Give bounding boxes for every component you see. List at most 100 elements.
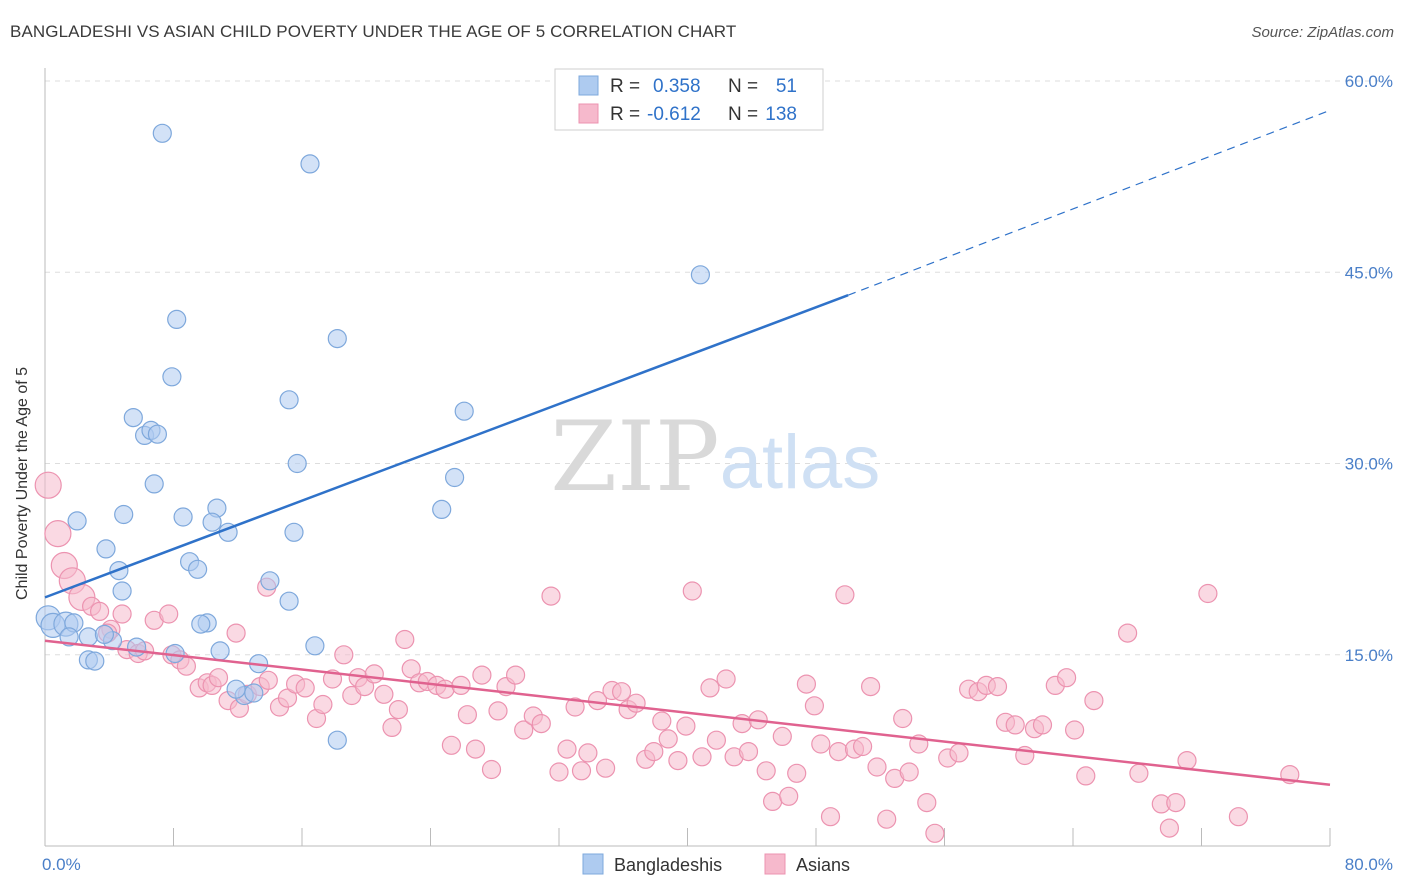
asian-point-71 [611, 682, 632, 702]
asian-point-92 [779, 786, 799, 806]
asian-point-134 [1228, 807, 1249, 827]
asian-point-107 [899, 762, 919, 782]
bangladeshis-trendline [44, 294, 849, 599]
asian-point-79 [676, 716, 696, 736]
legend-box: R = 0.358 N = 51 R = -0.612 N = 138 [554, 68, 824, 131]
asian-point-41 [374, 684, 394, 704]
asian-point-124 [1064, 720, 1085, 740]
asian-point-13 [226, 623, 246, 643]
asian-point-128 [1129, 763, 1149, 783]
asian-point-87 [738, 741, 759, 762]
asian-point-7 [112, 604, 132, 624]
bottom-legend: Bangladeshis Asians [582, 853, 850, 875]
bangladeshi-point-7 [454, 401, 474, 421]
asian-point-44 [395, 629, 415, 650]
asian-point-28 [258, 670, 278, 690]
bangladeshi-point-15 [432, 499, 452, 519]
watermark-atlas: atlas [720, 420, 881, 505]
asian-point-127 [1117, 623, 1138, 643]
asian-point-69 [595, 758, 616, 778]
asian-point-116 [987, 676, 1008, 697]
asian-point-118 [1005, 715, 1025, 735]
asian-point-78 [668, 750, 688, 771]
x-tick-label-0: 0.0% [42, 855, 81, 874]
asian-point-121 [1032, 715, 1053, 735]
asian-point-64 [557, 739, 577, 759]
bangladeshi-point-17 [114, 504, 134, 525]
asian-point-89 [756, 761, 776, 781]
y-tick-labels: 15.0% 30.0% 45.0% 60.0% [1345, 72, 1393, 665]
bangladeshi-point-0 [152, 123, 172, 143]
asian-point-63 [549, 762, 569, 782]
x-tick-labels: 0.0% 80.0% [42, 855, 1393, 874]
asian-point-6 [89, 601, 110, 622]
asian-point-34 [313, 694, 333, 715]
asian-point-58 [505, 665, 526, 685]
asian-point-123 [1056, 668, 1077, 688]
asian-point-130 [1159, 818, 1180, 838]
asian-point-81 [692, 747, 712, 767]
asian-point-75 [644, 741, 664, 762]
asian-point-101 [852, 736, 873, 757]
asian-point-61 [531, 713, 551, 734]
bangladeshi-point-42 [210, 641, 230, 661]
bangladeshi-point-43 [305, 636, 325, 656]
asian-point-106 [893, 708, 913, 729]
asian-point-96 [811, 734, 831, 754]
asian-point-97 [820, 807, 841, 827]
bangladeshi-point-37 [78, 627, 99, 647]
legend-n-label-1: N = [728, 76, 758, 97]
asian-point-103 [867, 757, 887, 777]
asian-point-125 [1076, 766, 1096, 786]
bangladeshi-point-8 [123, 408, 143, 428]
bangladeshi-point-11 [147, 424, 167, 444]
bangladeshi-point-18 [173, 507, 193, 527]
asian-point-59 [514, 720, 534, 740]
asian-point-76 [652, 711, 672, 731]
bangladeshi-point-25 [188, 559, 208, 579]
y-tick-label-3: 60.0% [1345, 72, 1393, 91]
bangladeshi-point-49 [226, 679, 246, 699]
legend-r-value-2: -0.612 [647, 104, 701, 125]
asian-point-99 [835, 585, 855, 605]
legend-swatch-asians [578, 103, 599, 124]
asian-point-67 [578, 743, 598, 763]
bangladeshi-point-21 [284, 522, 304, 542]
asian-point-62 [541, 586, 561, 606]
asian-point-56 [488, 701, 508, 721]
watermark: ZIP atlas [550, 401, 880, 513]
y-tick-label-1: 30.0% [1345, 455, 1393, 474]
bangladeshi-point-12 [287, 453, 307, 474]
bangladeshi-point-4 [327, 329, 347, 349]
asian-point-32 [295, 678, 315, 698]
chart-title: BANGLADESHI VS ASIAN CHILD POVERTY UNDER… [10, 22, 737, 41]
bottom-legend-swatch-asians [764, 853, 786, 875]
asian-point-93 [787, 763, 807, 783]
asian-point-49 [435, 679, 455, 699]
watermark-zip: ZIP [550, 401, 719, 513]
bangladeshi-point-1 [300, 154, 320, 174]
asian-point-40 [364, 664, 384, 684]
bangladeshi-point-6 [279, 390, 299, 410]
asian-point-77 [658, 729, 678, 749]
asian-point-131 [1166, 792, 1186, 813]
asian-point-66 [571, 761, 592, 781]
y-tick-label-2: 45.0% [1345, 263, 1393, 282]
asian-point-112 [949, 743, 969, 763]
axes [44, 68, 1331, 847]
asian-point-42 [382, 717, 402, 738]
asian-point-126 [1084, 690, 1104, 711]
grid-lines [45, 80, 1393, 656]
asian-point-36 [334, 645, 354, 665]
asian-point-55 [481, 759, 502, 780]
bangladeshi-point-19 [202, 512, 222, 532]
bangladeshi-point-14 [144, 474, 164, 494]
legend-swatch-bangladeshis [578, 75, 599, 96]
asian-point-84 [716, 669, 736, 689]
bangladeshi-point-27 [260, 571, 280, 591]
bangladeshi-point-13 [445, 467, 465, 488]
bangladeshi-point-45 [85, 651, 105, 671]
y-tick-label-0: 15.0% [1345, 646, 1393, 665]
bangladeshi-point-23 [96, 539, 116, 559]
